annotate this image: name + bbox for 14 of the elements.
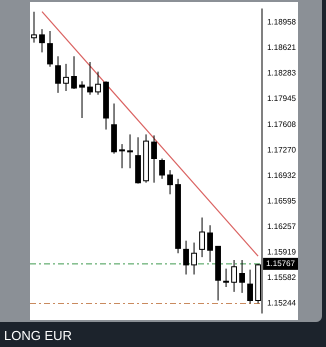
y-tick-label: 1.16932 (267, 170, 297, 180)
y-tick-label: 1.17270 (267, 145, 297, 154)
y-tick-label: 1.18958 (267, 18, 297, 27)
y-tick-label: 1.15582 (267, 273, 297, 282)
y-tick-label: 1.15919 (267, 248, 297, 257)
text: LONG EUR (4, 328, 72, 343)
y-tick-label: 1.15244 (267, 298, 297, 308)
y-tick-label: 1.17608 (267, 120, 297, 129)
y-tick-label: 1.16595 (267, 196, 297, 206)
y-tick-label: 1.18621 (267, 43, 297, 52)
y-tick-label: 1.18283 (267, 68, 297, 78)
y-tick-label: 1.16257 (267, 222, 297, 232)
y-tick-label: 1.17945 (267, 94, 297, 104)
ref-line-label: 1.15767 (266, 259, 296, 268)
